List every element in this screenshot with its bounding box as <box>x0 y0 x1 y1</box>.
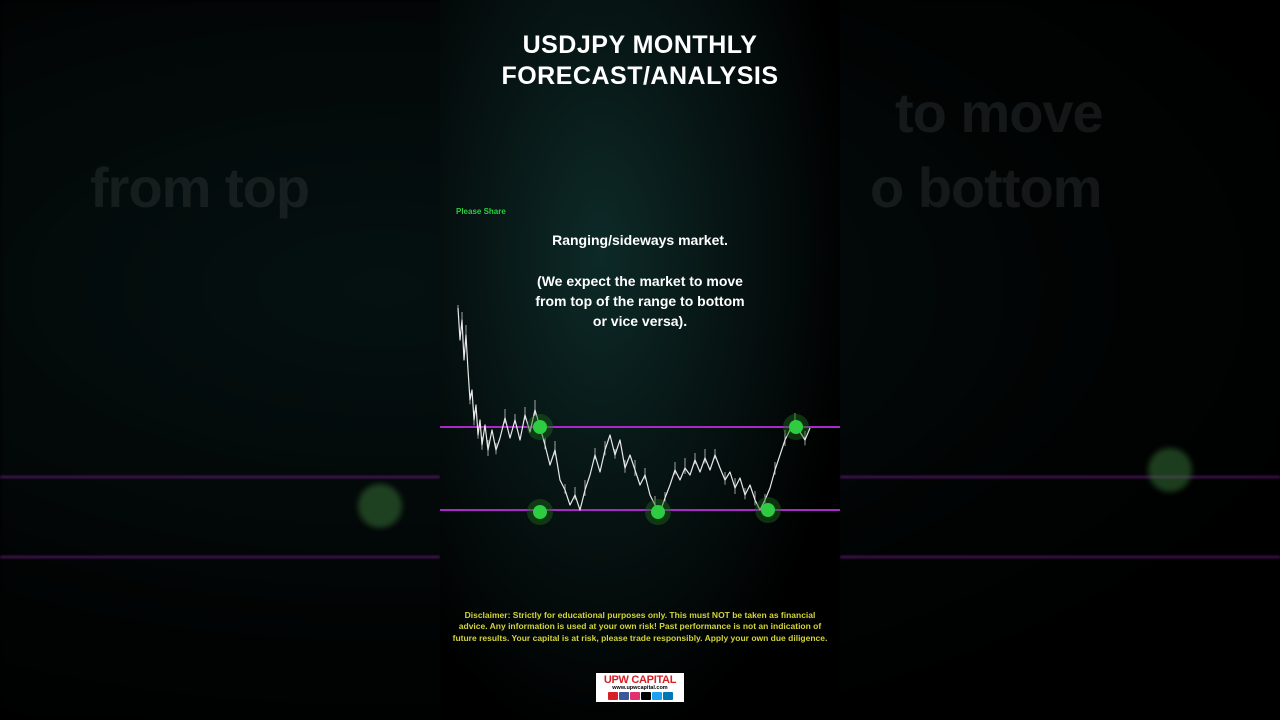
social-icon <box>630 692 640 700</box>
analysis-line: (We expect the market to move <box>460 271 820 291</box>
analysis-line: Ranging/sideways market. <box>460 230 820 250</box>
brand-logo-badge: UPW CAPITAL www.upwcapital.com <box>595 672 685 703</box>
disclaimer-text: Disclaimer: Strictly for educational pur… <box>452 610 828 644</box>
social-icon <box>652 692 662 700</box>
title-line-2: FORECAST/ANALYSIS <box>440 61 840 92</box>
title-line-1: USDJPY MONTHLY <box>440 30 840 61</box>
social-icons-row <box>596 692 684 700</box>
price-chart <box>440 305 840 565</box>
social-icon <box>663 692 673 700</box>
page-title: USDJPY MONTHLY FORECAST/ANALYSIS <box>440 30 840 93</box>
social-icon <box>608 692 618 700</box>
social-icon <box>619 692 629 700</box>
social-icon <box>641 692 651 700</box>
please-share-label: Please Share <box>456 207 506 216</box>
phone-frame: USDJPY MONTHLY FORECAST/ANALYSIS Please … <box>440 0 840 720</box>
analysis-line <box>460 250 820 270</box>
